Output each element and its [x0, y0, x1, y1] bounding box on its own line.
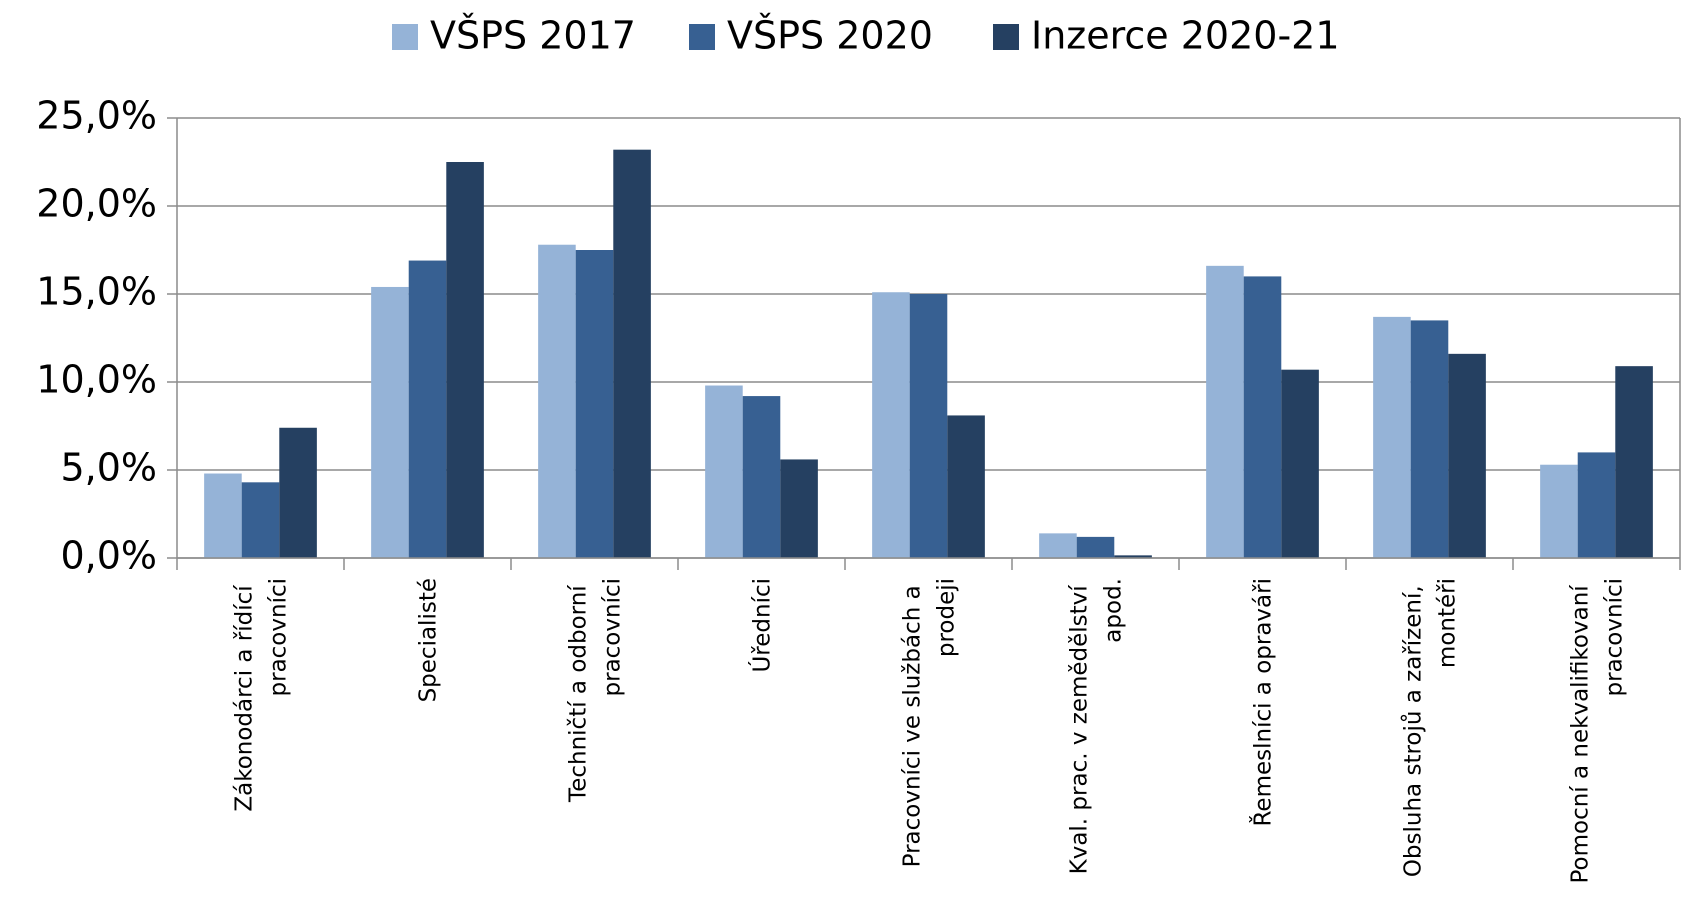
bar: [241, 482, 280, 558]
bar: [1577, 452, 1616, 558]
x-tick-label: Kval. prac. v zemědělství apod.: [1067, 578, 1127, 874]
y-tick-label: 25,0%: [36, 94, 157, 138]
x-tick-label: Pomocní a nekvalifikovaní pracovníci: [1568, 578, 1628, 884]
bar: [947, 415, 985, 558]
x-tick-label: Zákonodárci a řídící pracovníci: [232, 578, 292, 812]
y-tick-label: 10,0%: [36, 358, 157, 402]
bar: [1281, 369, 1319, 558]
bar: [1039, 533, 1077, 558]
y-tick-label: 5,0%: [60, 446, 157, 490]
x-tick-label: Řemeslníci a opraváři: [1249, 578, 1277, 827]
legend-swatch: [993, 24, 1019, 50]
bar: [1206, 265, 1244, 558]
bar: [1114, 555, 1152, 558]
bar: [780, 459, 818, 558]
bar: [1076, 536, 1115, 558]
y-tick-label: 0,0%: [60, 534, 157, 578]
y-tick-label: 20,0%: [36, 182, 157, 226]
x-tick-label: Techničtí a odborní pracovníci: [566, 578, 626, 803]
bar: [575, 250, 614, 558]
legend-label: VŠPS 2020: [727, 14, 933, 58]
x-tick-label: Specialisté: [416, 578, 442, 702]
legend-swatch: [392, 24, 418, 50]
bar: [408, 260, 447, 558]
bar: [538, 244, 576, 558]
bar: [742, 396, 781, 558]
legend-label: Inzerce 2020-21: [1031, 14, 1340, 58]
bar: [204, 473, 242, 558]
x-tick-label: Úředníci: [748, 578, 776, 673]
bar: [705, 385, 743, 558]
bar: [1615, 366, 1653, 558]
bar: [279, 427, 317, 558]
x-tick-label: Obsluha strojů a zařízení, montéři: [1400, 578, 1461, 877]
legend-label: VŠPS 2017: [430, 14, 636, 58]
legend-swatch: [689, 24, 715, 50]
bar: [613, 149, 651, 558]
x-tick-label: Pracovníci ve službách a prodeji: [900, 578, 960, 867]
bar: [1243, 276, 1282, 558]
y-tick-label: 15,0%: [36, 270, 157, 314]
bar: [1448, 353, 1486, 558]
bar: [1373, 316, 1411, 558]
bar: [872, 292, 910, 558]
bar: [446, 162, 484, 558]
bar: [371, 286, 409, 558]
bar: [909, 294, 948, 558]
bar: [1540, 464, 1578, 558]
bar: [1410, 320, 1449, 558]
